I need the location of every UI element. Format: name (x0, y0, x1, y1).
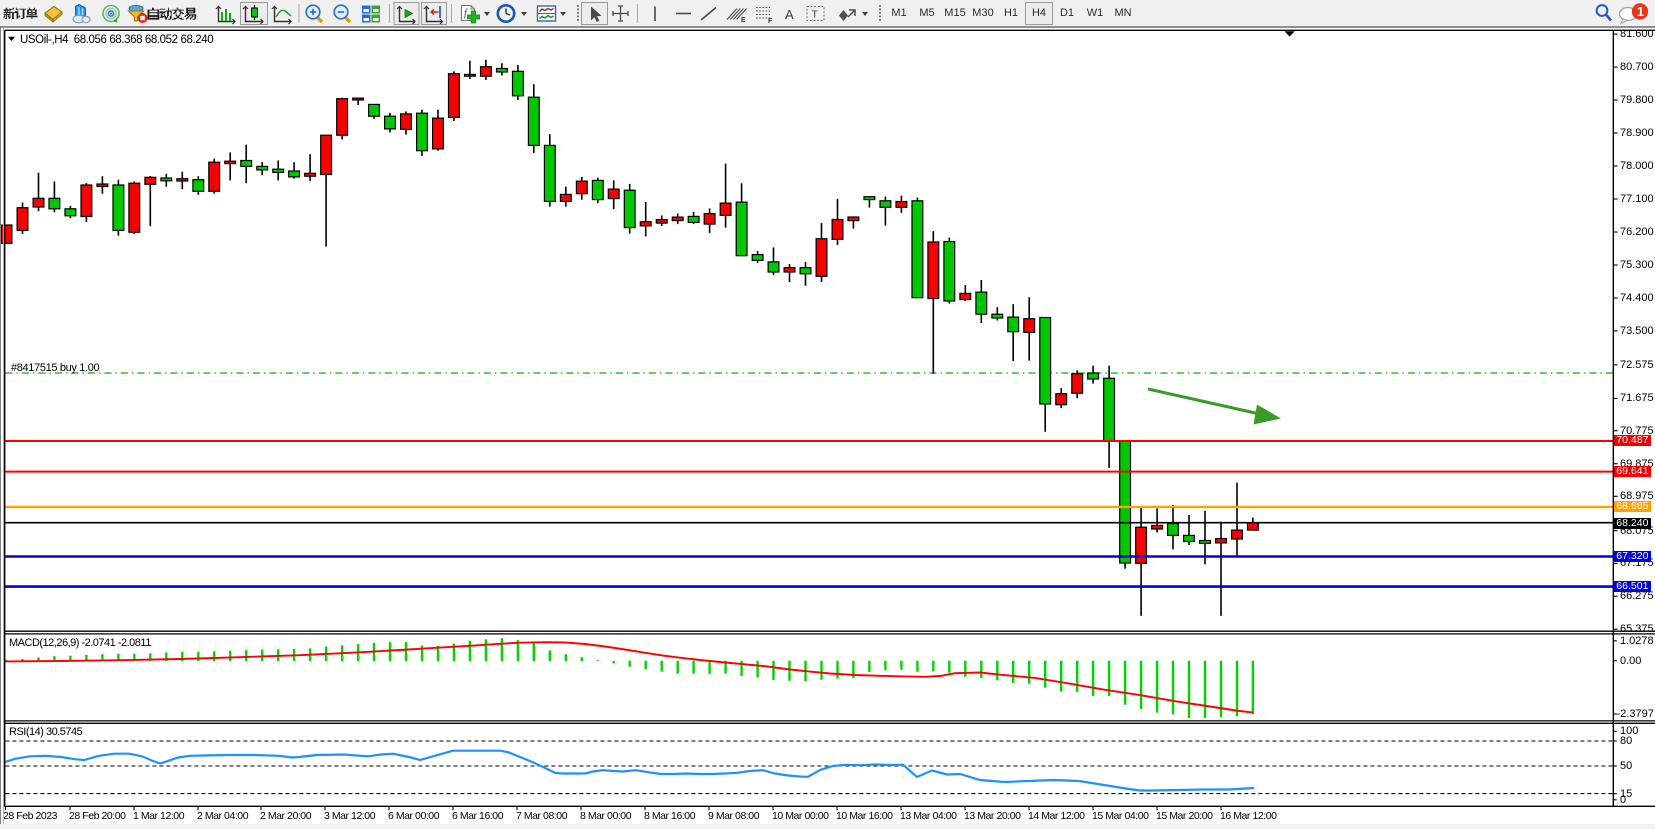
svg-text:T: T (812, 9, 819, 21)
svg-text:f: f (464, 8, 468, 19)
svg-text:1: 1 (1637, 5, 1644, 19)
svg-text:E: E (741, 17, 746, 24)
svg-text:A: A (785, 7, 794, 22)
svg-text:F: F (768, 18, 773, 25)
